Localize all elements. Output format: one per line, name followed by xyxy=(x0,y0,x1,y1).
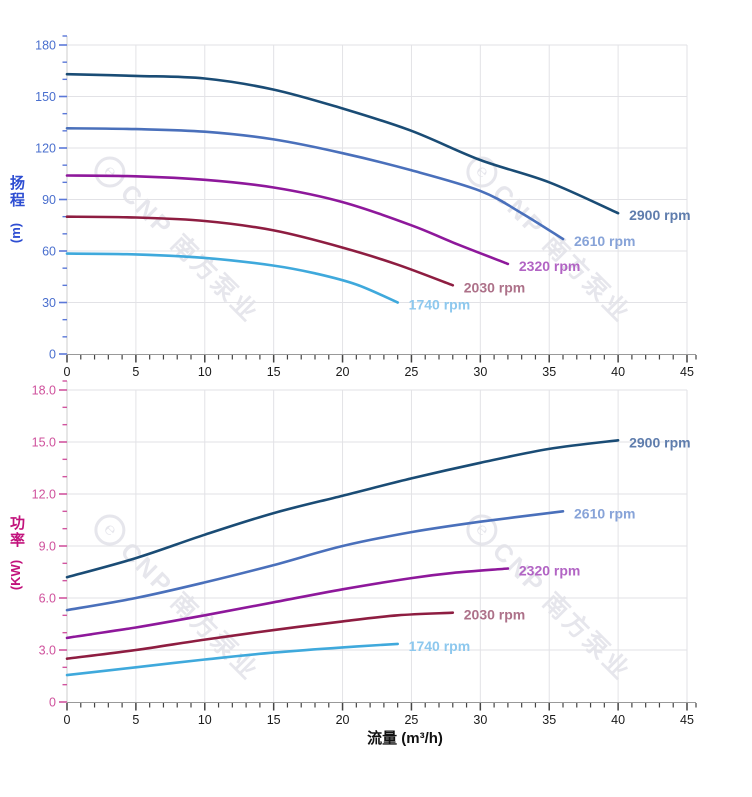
power-axis-title-text: 功率 xyxy=(8,515,25,549)
head-axis-title-text: 扬程 xyxy=(8,175,25,209)
power-x-tick-label: 10 xyxy=(198,713,212,727)
head-x-tick-label: 30 xyxy=(473,365,487,379)
power-x-tick-label: 0 xyxy=(64,713,71,727)
power-y-tick-label: 3.0 xyxy=(39,644,56,658)
head-x-tick-label: 15 xyxy=(267,365,281,379)
power-y-tick-label: 18.0 xyxy=(32,384,56,398)
head-series-1740-rpm xyxy=(65,252,399,304)
power-y-tick-label: 15.0 xyxy=(32,436,56,450)
power-x-tick-label: 35 xyxy=(542,713,556,727)
head-x-tick-label: 20 xyxy=(336,365,350,379)
power-series-2320-rpm xyxy=(65,567,510,640)
power-series-1740-rpm xyxy=(65,642,399,677)
power-series-label-2900-rpm: 2900 rpm xyxy=(629,434,690,450)
head-axis-unit: (m) xyxy=(8,222,23,244)
head-series-label-2610-rpm: 2610 rpm xyxy=(574,233,635,249)
head-series-label-1740-rpm: 1740 rpm xyxy=(409,297,470,313)
head-series-label-2900-rpm: 2900 rpm xyxy=(629,207,690,223)
power-series-label-2030-rpm: 2030 rpm xyxy=(464,607,525,623)
head-x-tick-label: 40 xyxy=(611,365,625,379)
head-y-tick-label: 30 xyxy=(42,296,56,310)
power-axis-title: 功率 (KW) xyxy=(3,515,29,590)
power-y-tick-label: 0 xyxy=(49,696,56,710)
head-y-tick-label: 180 xyxy=(35,39,56,53)
power-x-tick-label: 20 xyxy=(336,713,350,727)
power-y-tick-label: 6.0 xyxy=(39,592,56,606)
head-y-tick-label: 0 xyxy=(49,348,56,362)
head-x-tick-label: 10 xyxy=(198,365,212,379)
power-x-tick-label: 5 xyxy=(132,713,139,727)
power-series-label-1740-rpm: 1740 rpm xyxy=(409,638,470,654)
head-x-tick-label: 0 xyxy=(64,365,71,379)
power-x-tick-label: 45 xyxy=(680,713,694,727)
head-axis-title: 扬程 (m) xyxy=(3,175,29,243)
power-series-label-2610-rpm: 2610 rpm xyxy=(574,505,635,521)
power-y-tick-label: 12.0 xyxy=(32,488,56,502)
power-y-tick-label: 9.0 xyxy=(39,540,56,554)
head-series-label-2320-rpm: 2320 rpm xyxy=(519,258,580,274)
head-x-tick-label: 5 xyxy=(132,365,139,379)
power-x-tick-label: 15 xyxy=(267,713,281,727)
power-x-tick-label: 25 xyxy=(404,713,418,727)
power-series-2900-rpm xyxy=(65,439,620,579)
power-x-tick-label: 40 xyxy=(611,713,625,727)
flow-axis-title: 流量 (m³/h) xyxy=(367,730,443,747)
head-series-2900-rpm xyxy=(65,72,620,215)
head-y-tick-label: 60 xyxy=(42,245,56,259)
power-axis-unit: (KW) xyxy=(8,559,23,591)
head-y-tick-label: 120 xyxy=(35,142,56,156)
power-series-2030-rpm xyxy=(65,611,455,660)
head-x-tick-label: 25 xyxy=(404,365,418,379)
head-y-tick-label: 90 xyxy=(42,193,56,207)
head-series-2610-rpm xyxy=(65,127,565,241)
head-x-tick-label: 45 xyxy=(680,365,694,379)
head-series-label-2030-rpm: 2030 rpm xyxy=(464,279,525,295)
head-y-tick-label: 150 xyxy=(35,90,56,104)
power-series-2610-rpm xyxy=(65,510,565,612)
head-x-tick-label: 35 xyxy=(542,365,556,379)
power-series-label-2320-rpm: 2320 rpm xyxy=(519,563,580,579)
power-x-tick-label: 30 xyxy=(473,713,487,727)
head-series-2320-rpm xyxy=(65,174,510,266)
head-series-2030-rpm xyxy=(65,215,455,287)
